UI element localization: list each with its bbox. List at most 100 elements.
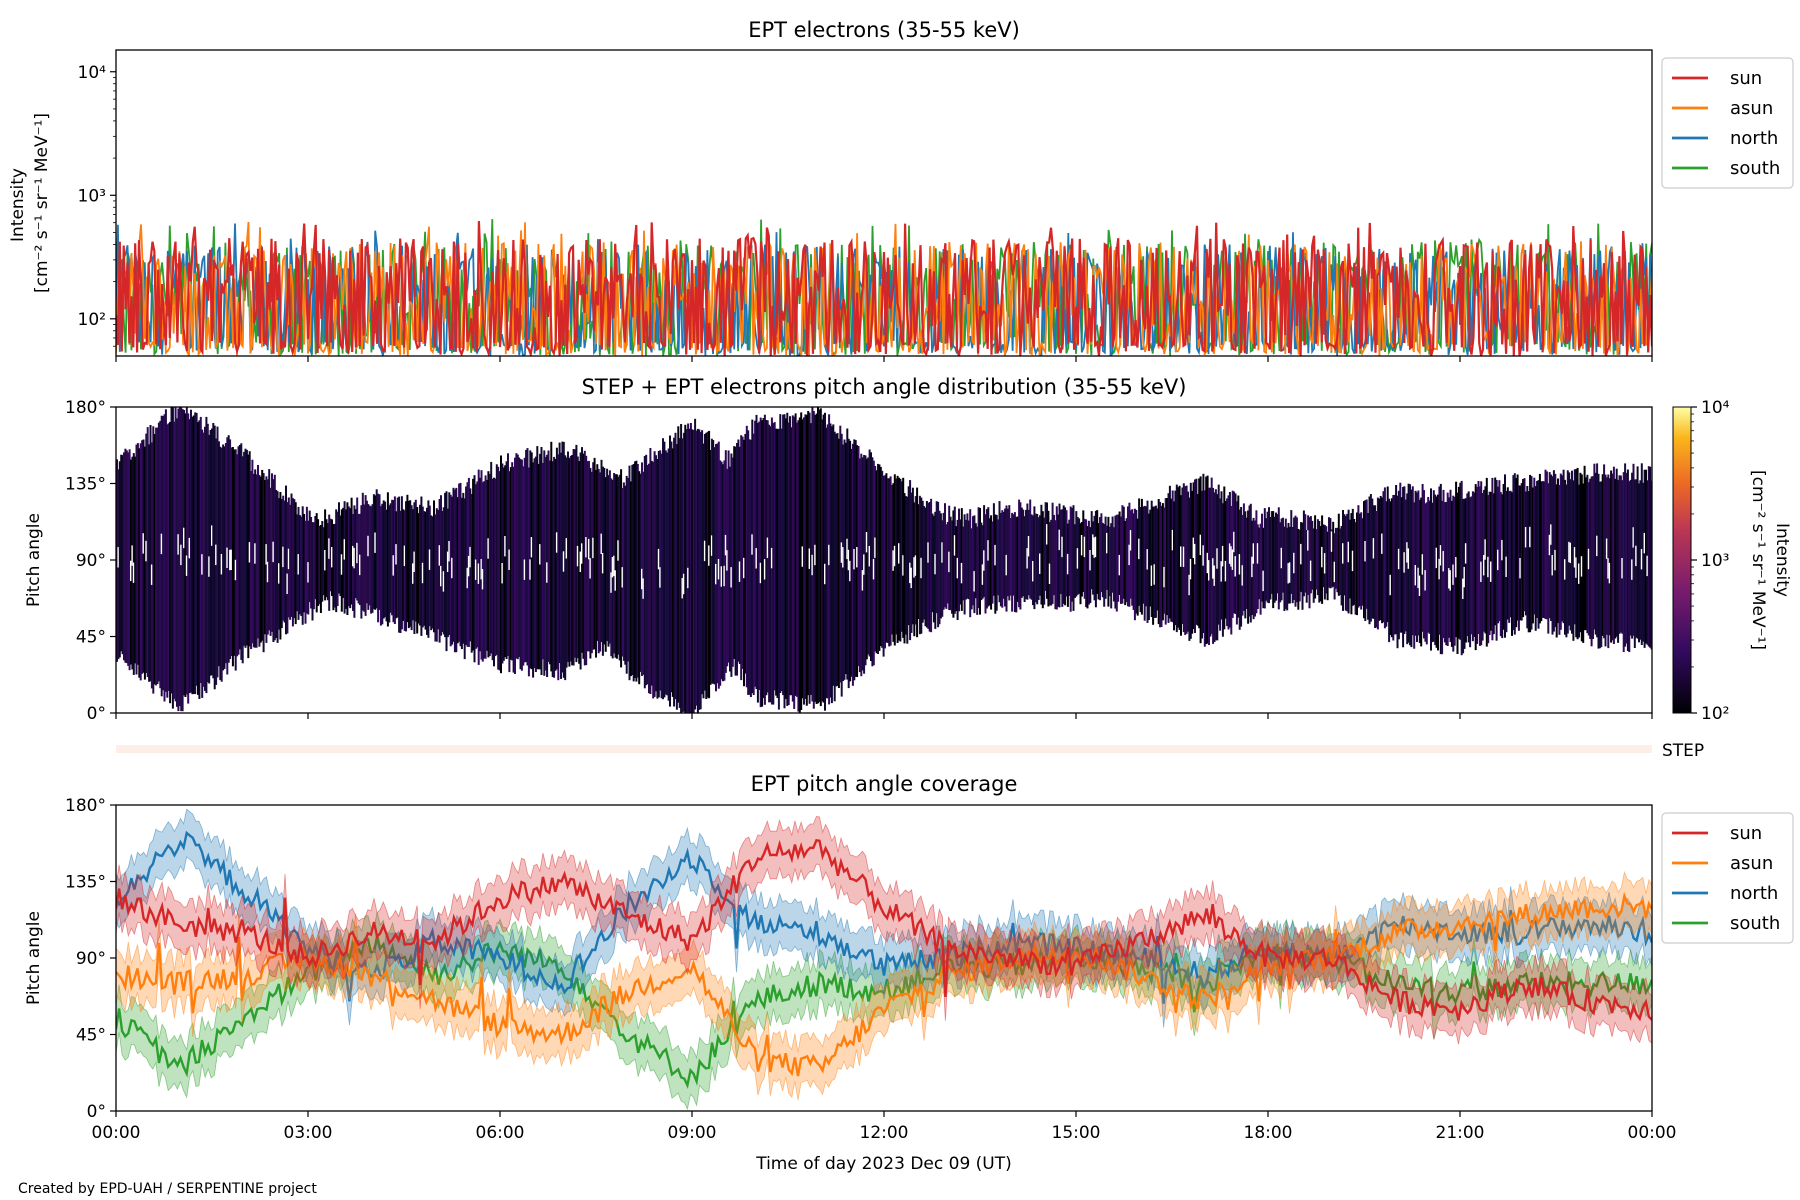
heatmap-gap [1372, 538, 1375, 559]
heatmap-cell [1402, 487, 1405, 648]
heatmap-cell [1034, 513, 1037, 603]
heatmap-cell [1284, 518, 1287, 610]
heatmap-cell [378, 494, 381, 610]
heatmap-cell [1583, 465, 1586, 631]
heatmap-cell [803, 417, 805, 705]
heatmap-cell [1615, 468, 1618, 637]
heatmap-cell [1073, 524, 1076, 598]
heatmap-cell [143, 446, 146, 680]
heatmap-cell [1573, 469, 1576, 625]
heatmap-cell [206, 423, 209, 683]
heatmap-cell [402, 509, 405, 621]
heatmap-gap [1005, 554, 1008, 576]
heatmap-cell [553, 456, 556, 678]
heatmap-cell [727, 450, 730, 663]
heatmap-cell [171, 407, 174, 709]
heatmap-gap [117, 547, 120, 568]
heatmap-cell [173, 421, 176, 699]
legend-label-south: south [1730, 158, 1780, 179]
heatmap-cell [271, 473, 273, 632]
heatmap-cell [445, 491, 448, 652]
heatmap-cell [638, 471, 641, 685]
heatmap-cell [1565, 484, 1568, 638]
heatmap-gap [226, 547, 229, 568]
heatmap-cell [1004, 508, 1007, 607]
heatmap-cell [1389, 501, 1392, 635]
panel2-title: STEP + EPT electrons pitch angle distrib… [582, 375, 1187, 399]
heatmap-gap [555, 532, 558, 553]
heatmap-gap [1212, 558, 1215, 579]
heatmap-cell [406, 494, 409, 623]
heatmap-gap [613, 555, 616, 577]
heatmap-cell [1529, 474, 1532, 633]
heatmap-cell [465, 486, 468, 645]
heatmap-cell [958, 508, 960, 612]
heatmap-cell [1339, 528, 1342, 595]
heatmap-cell [1032, 515, 1034, 606]
heatmap-gap [1238, 554, 1241, 575]
heatmap-cell [505, 461, 508, 659]
heatmap-cell [430, 515, 433, 631]
heatmap-cell [1604, 474, 1607, 647]
heatmap-cell [395, 511, 398, 619]
heatmap-gap [1364, 541, 1367, 562]
heatmap-cell [786, 412, 789, 706]
heatmap-cell [127, 452, 130, 666]
heatmap-cell [386, 492, 389, 627]
heatmap-gap [710, 535, 713, 556]
heatmap-cell [424, 511, 427, 630]
heatmap-cell [1235, 501, 1238, 625]
heatmap-cell [675, 444, 678, 710]
heatmap-cell [1013, 512, 1016, 612]
heatmap-gap [1032, 561, 1034, 582]
heatmap-cell [1386, 486, 1389, 623]
heatmap-cell [889, 476, 892, 646]
panel1-series-lines [116, 219, 1652, 356]
heatmap-cell [927, 502, 930, 629]
heatmap-cell [1392, 495, 1395, 641]
heatmap-gap [331, 547, 333, 568]
heatmap-cell [670, 441, 673, 693]
heatmap-cell [1462, 498, 1465, 654]
heatmap-cell [1586, 474, 1589, 634]
heatmap-cell [749, 439, 752, 697]
heatmap-cell [519, 459, 522, 670]
heatmap-cell [719, 460, 722, 686]
heatmap-cell [669, 435, 671, 707]
heatmap-cell [851, 443, 854, 686]
heatmap-gap [1251, 556, 1254, 578]
heatmap-cell [1282, 517, 1284, 593]
heatmap-cell [812, 411, 815, 709]
heatmap-cell [1100, 513, 1103, 593]
heatmap-cell [1332, 521, 1335, 587]
heatmap-cell [646, 465, 649, 685]
y-tick-label: 0° [87, 704, 106, 724]
heatmap-cell [1575, 469, 1578, 638]
heatmap-cell [1011, 512, 1014, 612]
heatmap-gap [983, 550, 986, 571]
heatmap-gap [1524, 527, 1527, 548]
heatmap-cell [241, 456, 244, 664]
heatmap-cell [793, 416, 796, 709]
heatmap-cell [1476, 486, 1479, 644]
heatmap-cell [1471, 491, 1474, 642]
heatmap-cell [1057, 514, 1060, 607]
heatmap-cell [462, 492, 465, 644]
heatmap-cell [1307, 515, 1310, 595]
heatmap-cell [1625, 472, 1628, 644]
y-tick-label: 10² [78, 310, 106, 330]
heatmap-cell [758, 421, 761, 690]
heatmap-cell [560, 452, 562, 679]
heatmap-cell [682, 432, 685, 712]
heatmap-cell [585, 455, 588, 666]
heatmap-gap [621, 567, 624, 588]
heatmap-gap [657, 548, 660, 570]
heatmap-cell [509, 467, 512, 660]
heatmap-gap [641, 568, 643, 590]
heatmap-cell [420, 496, 423, 636]
heatmap-cell [988, 518, 991, 606]
heatmap-cell [1135, 509, 1138, 614]
heatmap-cell [1594, 472, 1597, 635]
heatmap-cell [453, 489, 456, 653]
heatmap-cell [388, 505, 391, 623]
